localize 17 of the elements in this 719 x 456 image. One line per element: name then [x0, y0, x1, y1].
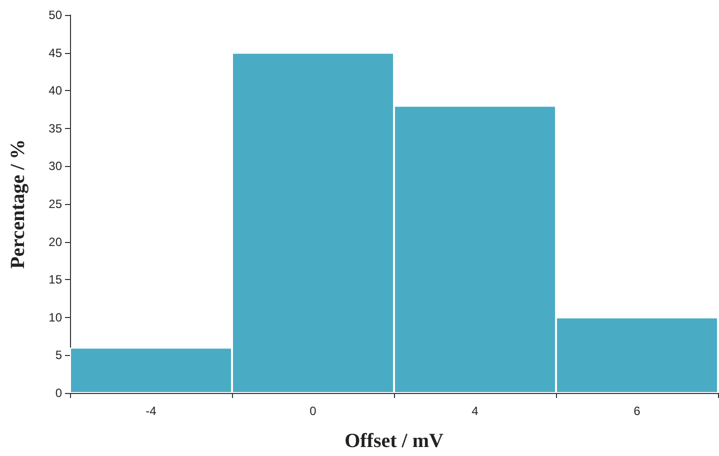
- x-tick-label: 4: [472, 404, 479, 418]
- y-axis-title: Percentage / %: [7, 139, 29, 269]
- y-tick-label: 5: [55, 348, 62, 362]
- y-tick-label: 0: [55, 386, 62, 400]
- y-tick-label: 40: [48, 84, 62, 98]
- x-tick-label: 6: [634, 404, 641, 418]
- y-tick-label: 20: [48, 234, 62, 249]
- x-tick-label: -4: [146, 404, 157, 418]
- x-axis-title: Offset / mV: [344, 430, 444, 452]
- y-tick-label: 45: [48, 46, 62, 60]
- y-tick-label: 25: [48, 197, 62, 211]
- y-tick-label: 50: [48, 8, 62, 22]
- y-tick-label: 10: [48, 310, 62, 324]
- y-tick-label: 30: [48, 159, 62, 174]
- y-tick-label: 35: [48, 121, 62, 136]
- y-tick-label: 15: [48, 272, 62, 287]
- x-tick-label: 0: [310, 404, 317, 418]
